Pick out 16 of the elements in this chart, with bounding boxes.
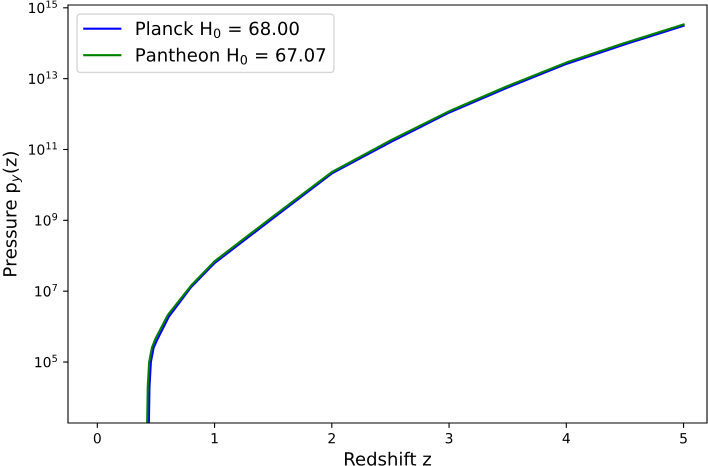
- y-axis-title: Pressure p$_{y}$(z): [2, 152, 22, 276]
- y-tick-label: 10$^{13}$: [29, 71, 57, 84]
- y-tick-label: 10$^{7}$: [35, 284, 57, 297]
- x-tick-label: 0: [94, 432, 101, 444]
- legend-label: Pantheon H$_{0}$ = 67.07: [136, 48, 326, 65]
- x-tick-label: 5: [680, 433, 687, 444]
- legend-label: Planck H$_{0}$ = 68.00: [136, 21, 299, 38]
- y-tick-label: 10$^{9}$: [35, 212, 58, 226]
- y-tick-label: 10$^{5}$: [35, 354, 57, 368]
- x-tick-label: 3: [446, 432, 452, 444]
- x-axis-title: Redshift z: [345, 452, 431, 466]
- y-tick-label: 10$^{11}$: [29, 142, 57, 155]
- x-tick-label: 2: [328, 432, 335, 444]
- x-tick-label: 4: [562, 433, 570, 444]
- x-tick-label: 1: [212, 433, 218, 444]
- y-tick-label: 10$^{15}$: [29, 0, 57, 14]
